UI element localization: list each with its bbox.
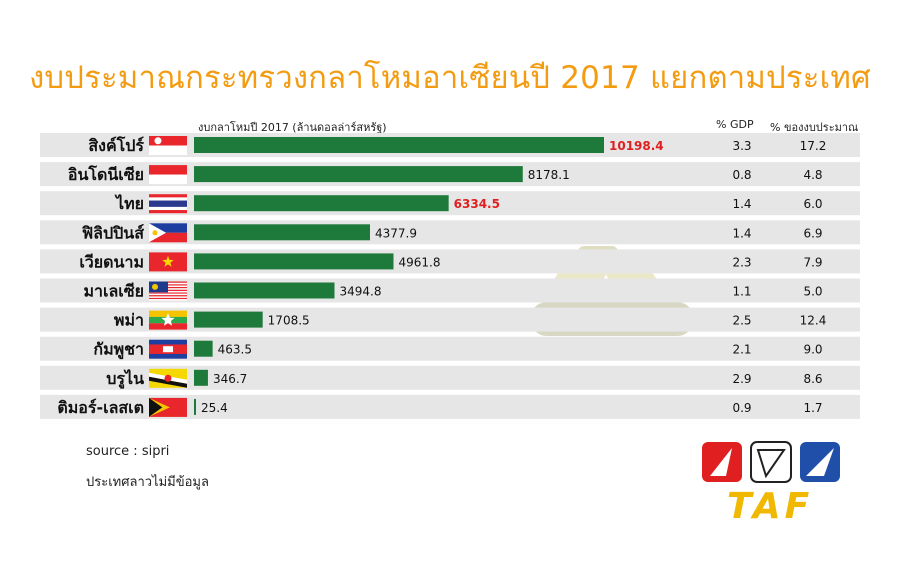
budget-percent: 5.0 <box>803 285 822 299</box>
philippines-flag-icon <box>149 223 187 243</box>
category-label: สิงค์โปร์ <box>88 135 144 155</box>
data-label: 4377.9 <box>375 226 417 240</box>
bar <box>194 253 394 270</box>
category-label: ติมอร์-เลสเต <box>57 398 144 417</box>
category-label: ไทย <box>114 194 144 213</box>
singapore-flag-icon <box>149 136 187 155</box>
bar <box>194 166 523 183</box>
gdp-percent: 2.5 <box>732 314 751 328</box>
data-label: 346.7 <box>213 372 247 386</box>
budget-percent: 1.7 <box>803 401 822 415</box>
cambodia-flag-icon <box>149 339 187 359</box>
budget-percent: 17.2 <box>800 139 827 153</box>
timor-leste-flag-icon <box>149 397 187 417</box>
data-label: 10198.4 <box>609 139 664 153</box>
category-label: ฟิลิปปินส์ <box>81 223 144 242</box>
category-label: บรูไน <box>106 369 144 390</box>
data-label: 3494.8 <box>339 285 381 299</box>
malaysia-flag-icon <box>149 281 187 301</box>
budget-percent: 7.9 <box>803 255 822 269</box>
budget-percent: 6.0 <box>803 197 822 211</box>
gdp-column-header: % GDP <box>716 118 754 131</box>
budget-column-header: % ของงบประมาณ <box>770 121 859 134</box>
budget-percent: 9.0 <box>803 343 822 357</box>
gdp-percent: 0.9 <box>732 401 751 415</box>
axis-label: งบกลาโหมปี 2017 (ล้านดอลล่าร์สหรัฐ) <box>198 121 387 134</box>
bar <box>194 137 604 153</box>
category-label: เวียดนาม <box>79 252 144 271</box>
budget-percent: 8.6 <box>803 372 822 386</box>
gdp-percent: 1.1 <box>732 285 751 299</box>
bar <box>194 340 213 357</box>
data-label: 1708.5 <box>268 314 310 328</box>
gdp-percent: 2.9 <box>732 372 751 386</box>
chart-title: งบประมาณกระทรวงกลาโหมอาเซียนปี 2017 แยกต… <box>29 60 871 96</box>
thailand-flag-icon <box>149 194 187 214</box>
gdp-percent: 3.3 <box>732 139 751 153</box>
bar <box>194 311 263 328</box>
logo-text: TAF <box>727 486 814 527</box>
gdp-percent: 1.4 <box>732 226 751 240</box>
data-label: 25.4 <box>201 401 228 415</box>
source-note: source : sipri <box>86 444 170 459</box>
budget-percent: 12.4 <box>800 314 827 328</box>
category-label: อินโดนีเซีย <box>67 164 144 184</box>
gdp-percent: 1.4 <box>732 197 751 211</box>
taf-logo-icon <box>702 441 840 483</box>
budget-percent: 4.8 <box>803 168 822 182</box>
bar <box>194 224 371 241</box>
brunei-flag-icon <box>149 368 187 388</box>
gdp-percent: 2.1 <box>732 343 751 357</box>
gdp-percent: 2.3 <box>732 255 751 269</box>
category-label: พม่า <box>114 311 144 330</box>
gdp-percent: 0.8 <box>732 168 751 182</box>
indonesia-flag-icon <box>149 165 187 185</box>
budget-percent: 6.9 <box>803 226 822 240</box>
data-label: 4961.8 <box>398 255 440 269</box>
category-label: มาเลเซีย <box>83 282 144 301</box>
bar <box>194 398 196 415</box>
data-label: 8178.1 <box>528 168 570 182</box>
data-label: 6334.5 <box>454 197 500 211</box>
bar <box>194 195 449 212</box>
missing-data-note: ประเทศลาวไม่มีข้อมูล <box>86 475 209 490</box>
category-label: กัมพูชา <box>93 340 144 361</box>
bar <box>194 282 335 299</box>
data-label: 463.5 <box>218 343 252 357</box>
myanmar-flag-icon <box>149 310 187 330</box>
bar <box>194 369 208 386</box>
vietnam-flag-icon <box>149 252 187 272</box>
